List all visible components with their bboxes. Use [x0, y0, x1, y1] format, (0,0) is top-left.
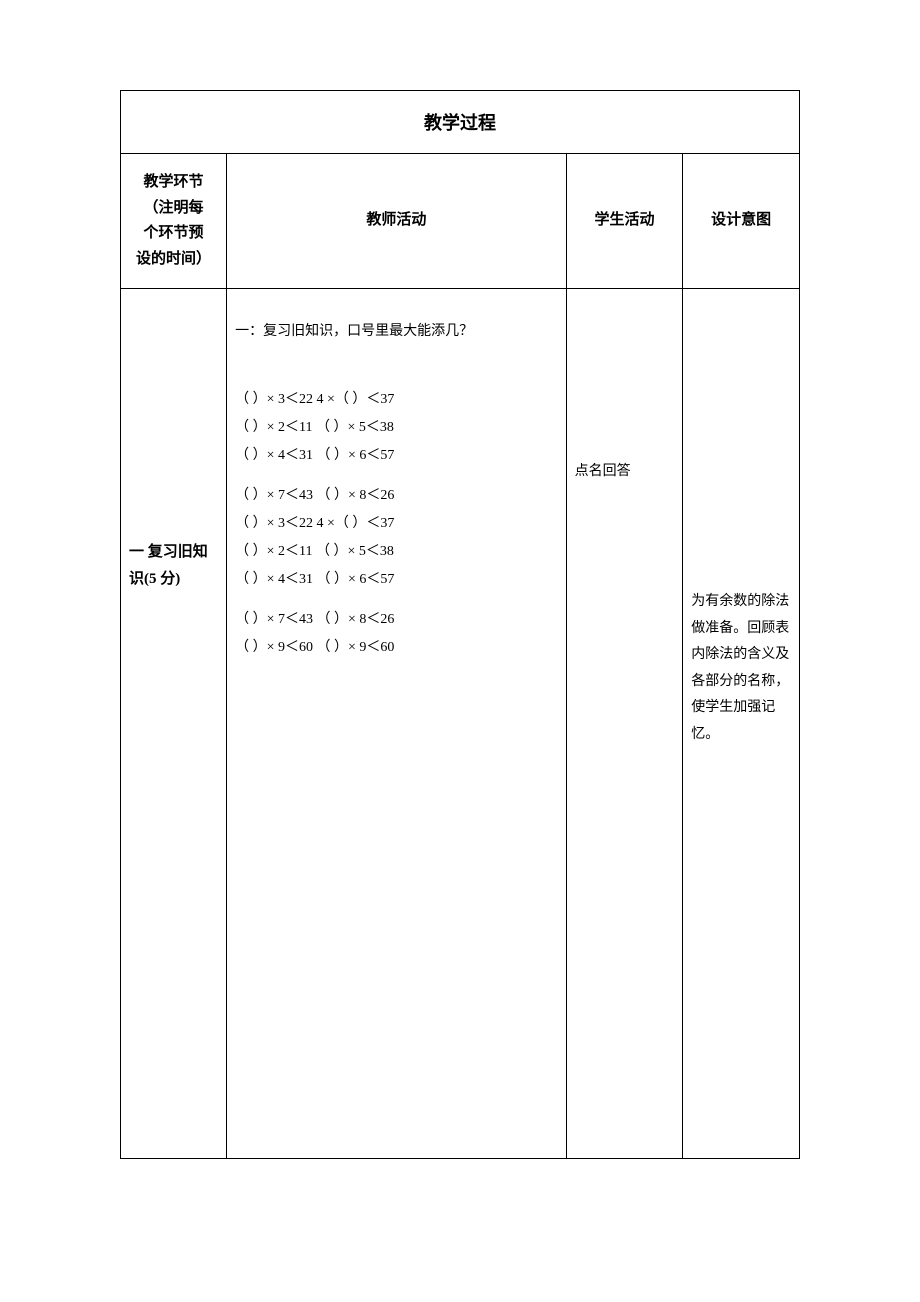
col-header-intent: 设计意图 [683, 154, 800, 289]
exercise-block-1: （ ）× 3＜22 4 ×（ ）＜37 （ ）× 2＜11 （ ）× 5＜38 … [235, 386, 558, 470]
column-headers-row: 教学环节 （注明每 个环节预 设的时间） 教师活动 学生活动 设计意图 [121, 154, 800, 289]
col-header-section-text: 教学环节 （注明每 个环节预 设的时间） [136, 174, 211, 267]
teacher-activity-cell: 一：复习旧知识，口号里最大能添几？ （ ）× 3＜22 4 ×（ ）＜37 （ … [227, 289, 567, 1159]
col-header-student: 学生活动 [566, 154, 683, 289]
exercise-block-3: （ ）× 7＜43 （ ）× 8＜26 （ ）× 9＜60 （ ）× 9＜60 [235, 606, 558, 662]
section-label-cell: 一 复习旧知识(5 分) [121, 289, 227, 1159]
section-label: 一 复习旧知识(5 分) [129, 544, 208, 587]
col-header-teacher: 教师活动 [227, 154, 567, 289]
design-intent: 为有余数的除法做准备。回顾表内除法的含义及各部分的名称，使学生加强记忆。 [691, 594, 789, 742]
col-header-intent-text: 设计意图 [711, 212, 771, 228]
exercise-block-2: （ ）× 7＜43 （ ）× 8＜26 （ ）× 3＜22 4 ×（ ）＜37 … [235, 482, 558, 594]
teacher-intro: 一：复习旧知识，口号里最大能添几？ [235, 319, 558, 346]
col-header-student-text: 学生活动 [594, 212, 654, 228]
design-intent-cell: 为有余数的除法做准备。回顾表内除法的含义及各部分的名称，使学生加强记忆。 [683, 289, 800, 1159]
table-title: 教学过程 [121, 91, 800, 154]
col-header-section: 教学环节 （注明每 个环节预 设的时间） [121, 154, 227, 289]
student-activity-cell: 点名回答 [566, 289, 683, 1159]
teaching-process-table: 教学过程 教学环节 （注明每 个环节预 设的时间） 教师活动 学生活动 设计意图… [120, 90, 800, 1159]
table-title-row: 教学过程 [121, 91, 800, 154]
col-header-teacher-text: 教师活动 [366, 212, 426, 228]
student-activity: 点名回答 [575, 464, 631, 479]
content-row-1: 一 复习旧知识(5 分) 一：复习旧知识，口号里最大能添几？ （ ）× 3＜22… [121, 289, 800, 1159]
